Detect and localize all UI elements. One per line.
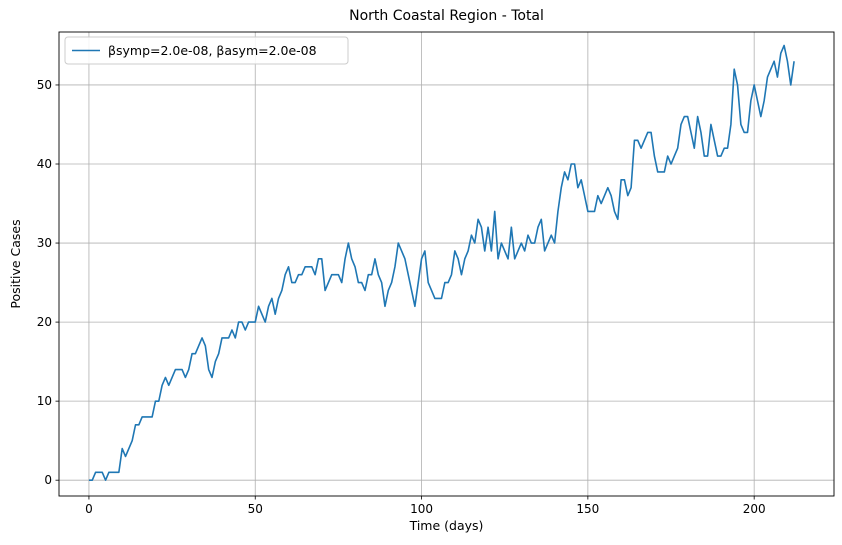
series-layer [88, 44, 795, 481]
y-tick-label: 40 [37, 157, 52, 171]
x-axis: 0 50 100 150 200 [85, 496, 766, 516]
y-tick-label: 50 [37, 78, 52, 92]
x-tick-label: 100 [410, 502, 433, 516]
y-tick-label: 30 [37, 236, 52, 250]
legend-box [64, 36, 349, 65]
x-tick-label: 50 [248, 502, 263, 516]
chart-title: North Coastal Region - Total [349, 8, 544, 24]
x-tick-label: 200 [743, 502, 766, 516]
x-axis-label: Time (days) [409, 518, 484, 533]
y-tick-label: 0 [44, 473, 52, 487]
series-line-0 [88, 44, 795, 481]
plot-frame [58, 31, 835, 497]
legend-entry: βsymp=2.0e-08, βasym=2.0e-08 [108, 43, 317, 58]
y-tick-label: 10 [37, 394, 52, 408]
x-tick-label: 0 [85, 502, 93, 516]
y-tick-label: 20 [37, 315, 52, 329]
y-axis-label: Positive Cases [8, 219, 23, 308]
plot-area [59, 32, 834, 496]
y-axis: 0 10 20 30 40 50 [37, 78, 59, 487]
legend: βsymp=2.0e-08, βasym=2.0e-08 [64, 36, 349, 65]
x-tick-label: 150 [576, 502, 599, 516]
